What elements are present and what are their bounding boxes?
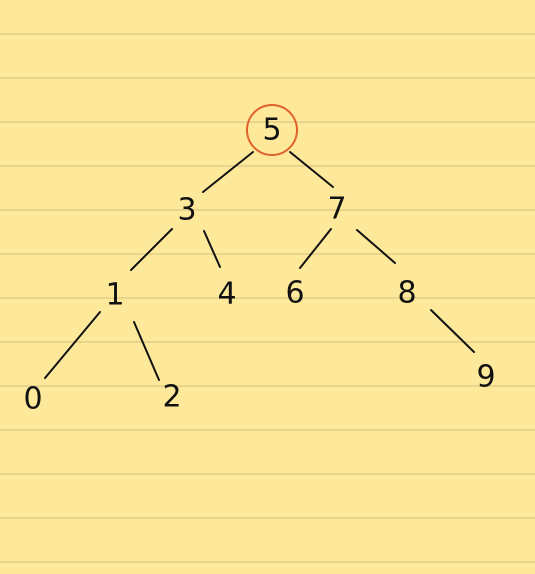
node-5: 5 [262,113,281,148]
node-6: 6 [285,276,304,311]
edge-3-4 [203,230,221,268]
node-8: 8 [397,276,416,311]
node-2: 2 [162,380,181,415]
edge-1-2 [133,321,160,381]
edge-7-6 [299,228,332,269]
node-0: 0 [23,382,42,417]
node-9: 9 [476,360,495,395]
edge-7-8 [356,229,396,264]
edge-1-0 [44,311,101,379]
node-7: 7 [327,192,346,227]
node-3: 3 [177,193,196,228]
edge-5-7 [289,151,334,188]
edge-3-1 [130,228,173,271]
edge-8-9 [430,309,475,353]
node-4: 4 [217,277,236,312]
root-highlight-circle [246,104,298,156]
node-1: 1 [105,278,124,313]
edge-5-3 [202,151,254,193]
